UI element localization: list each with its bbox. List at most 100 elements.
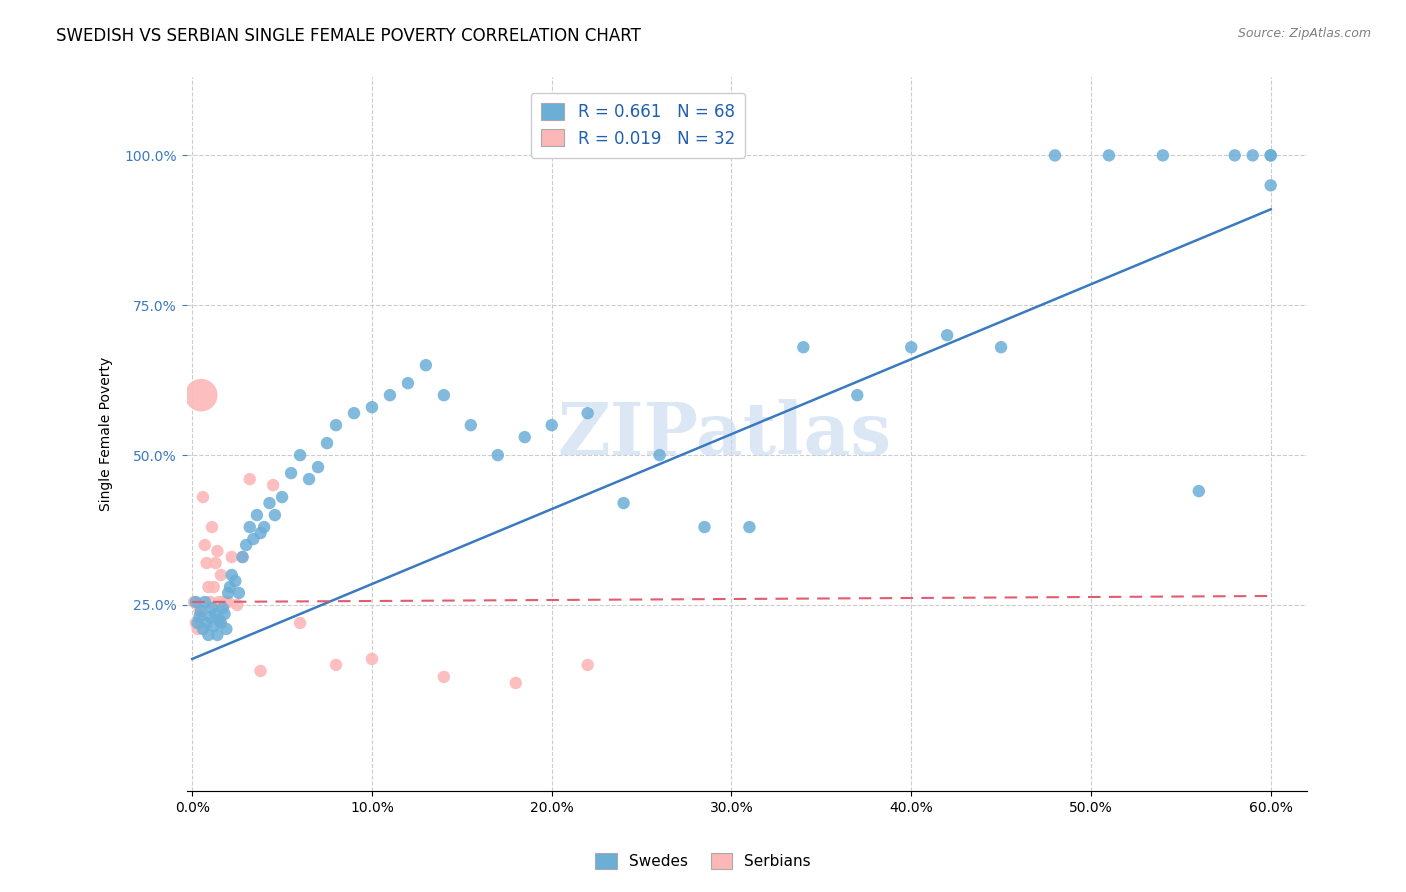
Point [184,615,207,630]
Point [262,478,284,492]
Point [396,376,419,391]
Text: ZIPatlas: ZIPatlas [557,399,891,470]
Point [1260,148,1282,162]
Point [197,628,219,642]
Point [325,418,347,433]
Point [211,595,233,609]
Point [188,604,211,618]
Point [288,615,311,630]
Point [298,472,321,486]
Point [316,436,339,450]
Point [648,448,671,462]
Point [460,418,482,433]
Point [576,406,599,420]
Point [202,619,225,633]
Point [253,520,276,534]
Point [264,508,287,522]
Point [217,595,239,609]
Point [187,622,209,636]
Point [221,549,243,564]
Point [219,580,242,594]
Point [202,580,225,594]
Point [846,388,869,402]
Point [1152,148,1174,162]
Point [191,490,214,504]
Point [187,615,209,630]
Point [415,358,437,372]
Point [1043,148,1066,162]
Point [195,556,218,570]
Point [207,544,229,558]
Point [433,670,456,684]
Point [232,549,254,564]
Point [201,601,224,615]
Point [249,526,271,541]
Point [204,607,226,621]
Point [217,586,239,600]
Point [361,400,384,414]
Point [1260,148,1282,162]
Text: SWEDISH VS SERBIAN SINGLE FEMALE POVERTY CORRELATION CHART: SWEDISH VS SERBIAN SINGLE FEMALE POVERTY… [56,27,641,45]
Point [900,340,922,354]
Point [215,595,238,609]
Point [208,613,231,627]
Point [184,595,207,609]
Point [226,598,249,612]
Point [433,388,456,402]
Point [288,448,311,462]
Point [343,406,366,420]
Point [576,657,599,672]
Point [242,532,264,546]
Point [792,340,814,354]
Point [1223,148,1246,162]
Point [513,430,536,444]
Y-axis label: Single Female Poverty: Single Female Poverty [100,357,114,511]
Point [738,520,761,534]
Point [540,418,562,433]
Point [194,595,217,609]
Point [232,549,254,564]
Point [505,676,527,690]
Legend: R = 0.661   N = 68, R = 0.019   N = 32: R = 0.661 N = 68, R = 0.019 N = 32 [531,93,745,158]
Point [990,340,1012,354]
Point [239,472,262,486]
Point [228,586,250,600]
Point [224,574,246,588]
Legend: Swedes, Serbians: Swedes, Serbians [589,847,817,875]
Point [1260,178,1282,193]
Point [201,520,224,534]
Point [211,601,233,615]
Point [197,580,219,594]
Point [1188,484,1211,499]
Point [1241,148,1264,162]
Point [195,615,218,630]
Point [198,610,221,624]
Point [194,538,217,552]
Text: Source: ZipAtlas.com: Source: ZipAtlas.com [1237,27,1371,40]
Point [271,490,294,504]
Point [209,615,232,630]
Point [191,622,214,636]
Point [280,466,302,480]
Point [361,652,384,666]
Point [378,388,401,402]
Point [1098,148,1121,162]
Point [325,657,347,672]
Point [190,388,212,402]
Point [207,628,229,642]
Point [214,595,236,609]
Point [235,538,257,552]
Point [307,460,329,475]
Point [183,595,205,609]
Point [613,496,636,510]
Point [936,328,959,343]
Point [221,568,243,582]
Point [693,520,716,534]
Point [198,595,221,609]
Point [188,610,211,624]
Point [214,607,236,621]
Point [249,664,271,678]
Point [259,496,281,510]
Point [486,448,509,462]
Point [209,568,232,582]
